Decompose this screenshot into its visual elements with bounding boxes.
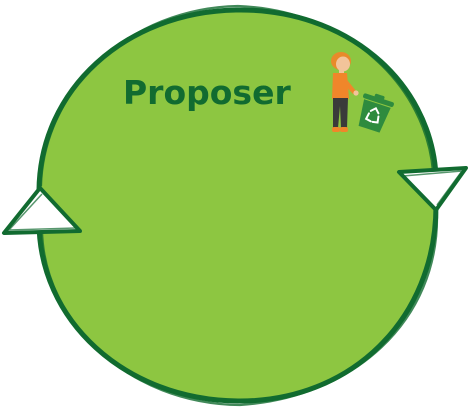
recycle-bin-icon (358, 93, 394, 133)
proposer-label: Proposer (123, 73, 291, 112)
cycle-circle (36, 4, 439, 407)
arrowhead-right (397, 166, 468, 212)
circle-outline-sketch (39, 4, 439, 407)
circle-fill (36, 7, 439, 404)
person-icon (331, 52, 359, 132)
arrowhead-left (2, 186, 82, 235)
